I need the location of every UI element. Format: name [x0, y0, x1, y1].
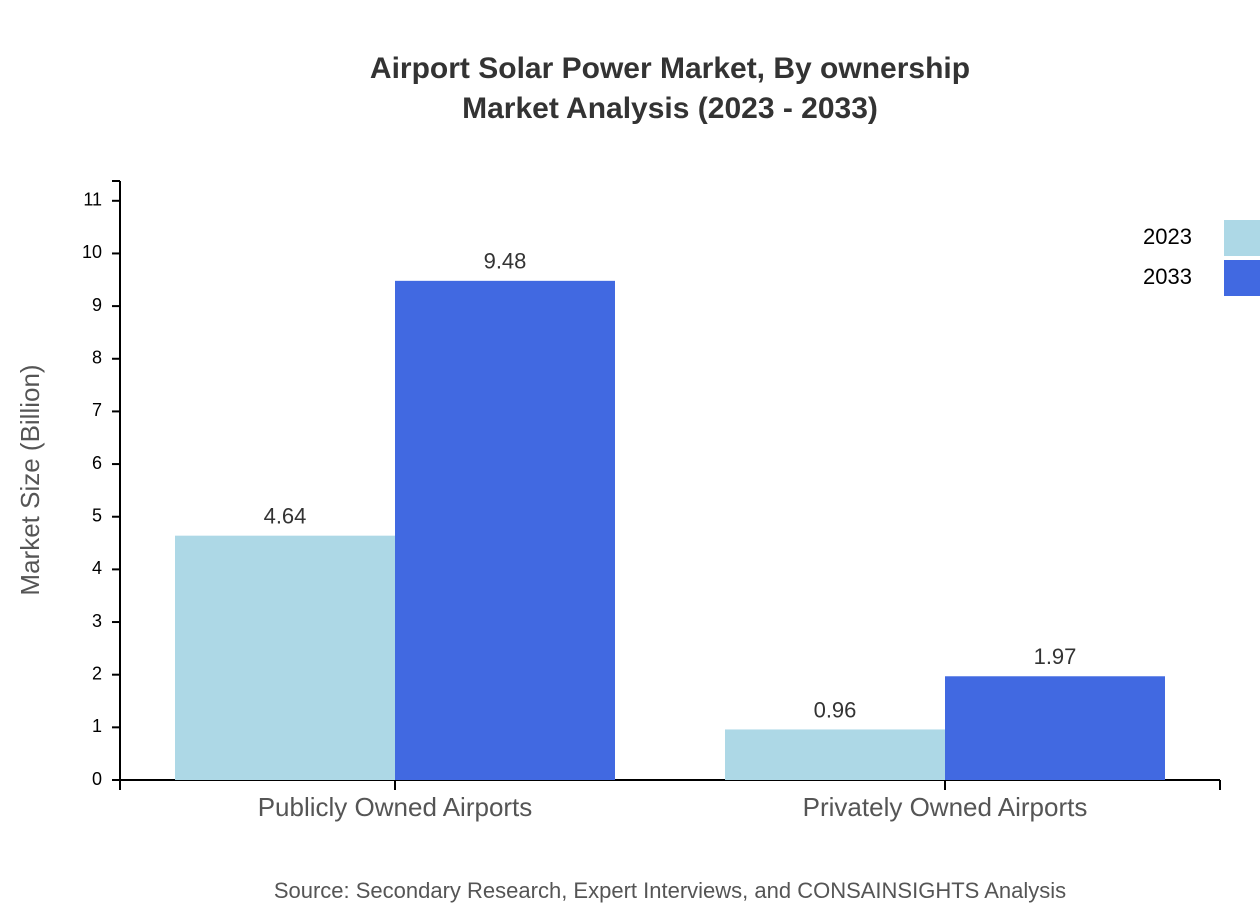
y-tick-label: 1 — [92, 716, 102, 736]
value-label: 1.97 — [1034, 644, 1077, 669]
bar — [945, 676, 1165, 780]
chart-title: Airport Solar Power Market, By ownership — [370, 52, 970, 85]
legend-label: 2033 — [1143, 264, 1192, 289]
y-tick-label: 2 — [92, 663, 102, 683]
y-tick-label: 9 — [92, 295, 102, 315]
y-tick-label: 7 — [92, 400, 102, 420]
y-tick-label: 0 — [92, 769, 102, 789]
value-label: 9.48 — [484, 249, 527, 274]
y-axis-label: Market Size (Billion) — [15, 364, 45, 595]
legend-label: 2023 — [1143, 224, 1192, 249]
y-tick-label: 5 — [92, 505, 102, 525]
y-tick-label: 11 — [83, 190, 102, 210]
value-label: 0.96 — [814, 697, 857, 722]
bar — [175, 535, 395, 780]
source-note: Source: Secondary Research, Expert Inter… — [274, 878, 1066, 903]
value-label: 4.64 — [264, 503, 307, 528]
y-tick-label: 8 — [92, 348, 102, 368]
x-tick-label: Publicly Owned Airports — [258, 792, 533, 822]
chart-subtitle: Market Analysis (2023 - 2033) — [462, 92, 878, 125]
y-tick-label: 6 — [92, 453, 102, 473]
x-tick-label: Privately Owned Airports — [803, 792, 1088, 822]
y-tick-label: 10 — [82, 242, 102, 262]
bar — [395, 280, 615, 780]
y-tick-label: 4 — [92, 558, 102, 578]
legend-swatch — [1224, 220, 1260, 256]
bar — [725, 729, 945, 780]
y-tick-label: 3 — [92, 611, 102, 631]
legend-swatch — [1224, 260, 1260, 296]
